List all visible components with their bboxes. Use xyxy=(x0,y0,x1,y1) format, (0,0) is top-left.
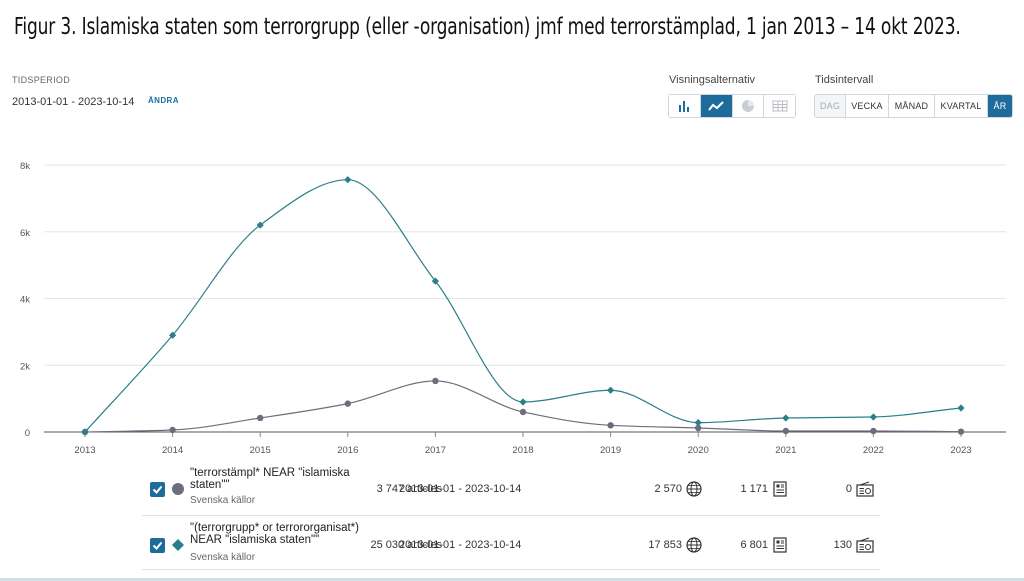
series-1-point xyxy=(607,422,614,429)
newspaper-icon xyxy=(773,537,787,553)
x-tick-label: 2014 xyxy=(162,445,183,456)
series-2-checkbox[interactable] xyxy=(150,538,165,553)
series-1-point xyxy=(344,400,351,407)
y-tick-label: 8k xyxy=(20,161,30,172)
series-1-point xyxy=(257,414,264,422)
series-1-point xyxy=(169,426,176,434)
y-tick-label: 4k xyxy=(20,295,30,306)
series-1-query: "terrorstämpl* NEAR "islamiska staten"" xyxy=(190,467,350,491)
series-2-web-count: 17 853 xyxy=(648,537,702,553)
series-2-broadcast-count: 130 xyxy=(834,537,874,553)
series-1-print-value: 1 171 xyxy=(740,483,768,495)
series-1-point xyxy=(695,424,702,432)
x-tick-label: 2018 xyxy=(512,445,533,456)
x-tick-label: 2020 xyxy=(688,445,709,456)
series-1-web-count: 2 570 xyxy=(654,481,702,497)
series-2-point xyxy=(256,221,264,229)
footer-divider xyxy=(0,578,1024,581)
series-2-print-value: 6 801 xyxy=(740,539,768,551)
series-2-point xyxy=(782,414,790,422)
interval-month-button[interactable]: MÅNAD xyxy=(889,95,935,117)
y-tick-label: 2k xyxy=(20,361,30,372)
series-2-point xyxy=(344,176,352,184)
x-tick-label: 2023 xyxy=(950,445,971,456)
series-1-checkbox[interactable] xyxy=(150,482,165,497)
globe-icon xyxy=(686,537,702,553)
series-1-line xyxy=(84,380,962,433)
view-options-label: Visningsalternativ xyxy=(669,74,756,86)
interval-quarter-button[interactable]: KVARTAL xyxy=(935,95,988,117)
checkmark-icon xyxy=(152,485,163,494)
series-2-web-value: 17 853 xyxy=(648,539,682,551)
diamond-marker-icon xyxy=(172,539,184,551)
figure-title: Figur 3. Islamiska staten som terrorgrup… xyxy=(14,14,961,40)
line-chart: 0 2k 4k 6k 8k 2013 2014 2015 2016 2017 2018 2019 202… xyxy=(20,161,1006,456)
series-2-query: "(terrorgrupp* or terrororganisat*) NEAR… xyxy=(190,522,359,546)
x-tick-label: 2015 xyxy=(250,445,271,456)
series-2-source: Svenska källor xyxy=(190,552,256,563)
series-1-web-value: 2 570 xyxy=(654,483,682,495)
line-chart-icon xyxy=(708,101,724,111)
circle-marker-icon xyxy=(172,483,184,495)
x-tick-label: 2019 xyxy=(600,445,621,456)
interval-year-button[interactable]: ÅR xyxy=(988,95,1012,117)
series-1-dates: 2013-01-01 - 2023-10-14 xyxy=(399,483,522,495)
legend-row-2: "(terrorgrupp* or terrororganisat*) NEAR… xyxy=(142,516,880,570)
series-2-print-count: 6 801 xyxy=(740,537,788,553)
pie-chart-view-button[interactable] xyxy=(732,95,765,117)
view-options-group xyxy=(668,94,796,118)
x-tick-label: 2017 xyxy=(425,445,446,456)
series-2-point xyxy=(607,386,615,394)
series-1-broadcast-value: 0 xyxy=(845,483,852,495)
series-1-point xyxy=(957,428,965,435)
series-1-broadcast-count: 0 xyxy=(846,481,874,497)
series-1-source: Svenska källor xyxy=(190,495,256,506)
series-2-point xyxy=(519,398,527,406)
y-tick-label: 6k xyxy=(20,228,30,239)
checkmark-icon xyxy=(152,541,163,550)
series-1-point xyxy=(519,408,527,416)
series-2-point xyxy=(431,277,439,285)
series-2-point xyxy=(957,404,965,412)
bar-chart-icon xyxy=(679,101,690,112)
series-1-articles: 3 747 articles xyxy=(376,483,442,495)
series-2-broadcast-value: 130 xyxy=(833,539,852,551)
series-2-line xyxy=(84,179,962,433)
series-1-point xyxy=(432,377,439,385)
series-1-point xyxy=(870,427,877,435)
interval-week-button[interactable]: VECKA xyxy=(846,95,889,117)
radio-icon xyxy=(856,537,874,553)
series-2-point xyxy=(869,413,877,421)
time-interval-group: DAG VECKA MÅNAD KVARTAL ÅR xyxy=(814,94,1013,118)
y-tick-label: 0 xyxy=(25,428,30,439)
line-chart-view-button[interactable] xyxy=(700,95,733,117)
newspaper-icon xyxy=(773,481,787,497)
radio-icon xyxy=(856,481,874,497)
table-icon xyxy=(772,100,788,112)
x-tick-label: 2016 xyxy=(337,445,358,456)
x-tick-label: 2021 xyxy=(775,445,796,456)
pie-chart-icon xyxy=(741,100,754,112)
series-2-point xyxy=(81,428,89,436)
period-value: 2013-01-01 - 2023-10-14 xyxy=(12,96,135,108)
globe-icon xyxy=(686,481,702,497)
series-1-point xyxy=(782,427,789,435)
x-tick-label: 2013 xyxy=(74,445,95,456)
series-2-articles: 25 030 articles xyxy=(370,539,442,551)
time-interval-label: Tidsintervall xyxy=(815,74,874,86)
bar-chart-view-button[interactable] xyxy=(669,95,701,117)
period-label: TIDSPERIOD xyxy=(12,75,71,85)
x-tick-label: 2022 xyxy=(863,445,884,456)
interval-day-button[interactable]: DAG xyxy=(815,95,846,117)
series-1-print-count: 1 171 xyxy=(740,481,788,497)
change-period-link[interactable]: ÄNDRA xyxy=(148,96,179,105)
table-view-button[interactable] xyxy=(764,95,795,117)
series-2-point xyxy=(694,419,702,427)
series-2-dates: 2013-01-01 - 2023-10-14 xyxy=(399,539,522,551)
legend-row-1: "terrorstämpl* NEAR "islamiska staten"" … xyxy=(142,462,880,516)
